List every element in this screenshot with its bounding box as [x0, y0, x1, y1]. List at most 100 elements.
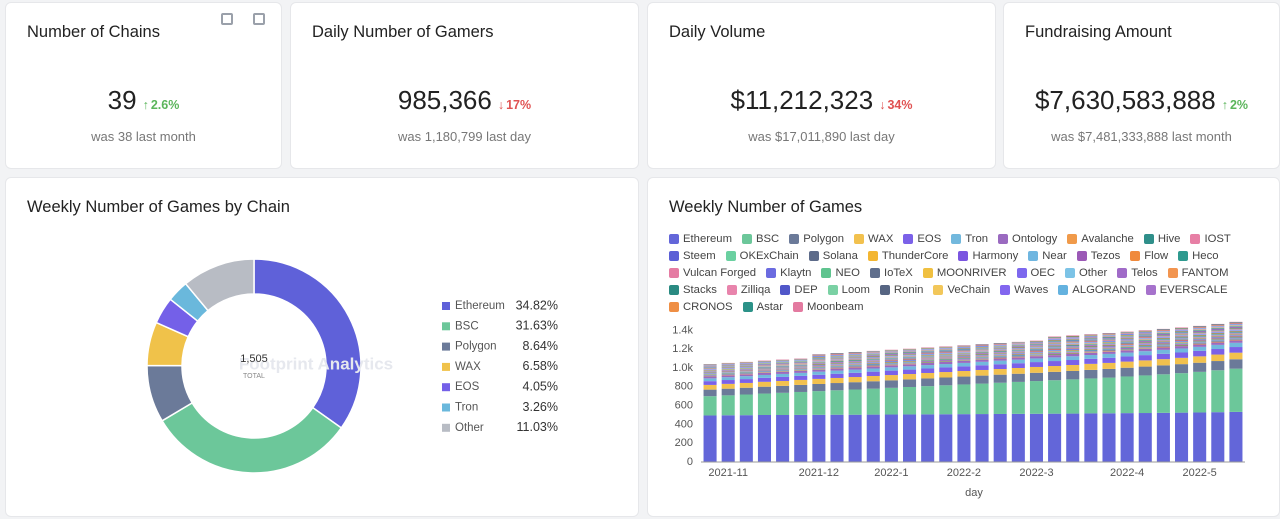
- bar-segment: [1211, 329, 1225, 331]
- bar-segment: [757, 372, 771, 375]
- legend-item: Ronin: [879, 284, 923, 296]
- bar-segment: [721, 388, 735, 396]
- bar-segment: [921, 414, 935, 462]
- bar-segment: [1175, 329, 1189, 331]
- kpi-change: 17%: [498, 98, 531, 112]
- y-tick-label: 800: [675, 381, 693, 393]
- bar-segment: [1084, 339, 1098, 341]
- bar-segment: [1138, 335, 1152, 337]
- legend-item: Loom: [827, 284, 870, 296]
- legend-item: OEC: [1016, 267, 1055, 279]
- bar-segment: [1138, 343, 1152, 345]
- bar-segment: [1102, 357, 1116, 363]
- bar-segment: [1084, 363, 1098, 370]
- bar-segment: [1029, 372, 1043, 382]
- legend-swatch: [669, 234, 679, 244]
- bar-segment: [1211, 326, 1225, 328]
- legend-item: CRONOS: [669, 301, 733, 313]
- bar-segment: [1193, 333, 1207, 334]
- bar-segment: [1102, 351, 1116, 354]
- legend-label: VeChain: [947, 284, 991, 296]
- bar-segment: [1211, 338, 1225, 339]
- kpi-value-row: $7,630,583,888 2%: [1004, 85, 1279, 116]
- bar-segment: [1156, 332, 1170, 334]
- bar-segment: [1066, 413, 1080, 462]
- bar-segment: [903, 386, 917, 415]
- bar-segment: [939, 385, 953, 415]
- bar-segment: [776, 371, 790, 374]
- icon[interactable]: [253, 13, 265, 25]
- bar-segment: [1102, 334, 1116, 336]
- bar-segment: [1102, 340, 1116, 341]
- legend-swatch: [867, 251, 878, 261]
- legend-item: Avalanche: [1067, 233, 1134, 245]
- bar-segment: [1211, 370, 1225, 413]
- bar-segment: [1229, 340, 1243, 343]
- bar-segment: [1211, 334, 1225, 336]
- bar-segment: [1084, 413, 1098, 462]
- bar-segment: [1229, 327, 1243, 329]
- legend-label: IoTeX: [883, 267, 913, 279]
- bar-segment: [1211, 327, 1225, 328]
- legend-swatch: [442, 403, 450, 412]
- bar-segment: [1138, 333, 1152, 334]
- legend-label: CRONOS: [683, 301, 733, 313]
- bar-segment: [1211, 340, 1225, 341]
- bar-segment: [1138, 330, 1152, 331]
- kpi-note: was 1,180,799 last day: [398, 129, 531, 144]
- bar-segment: [1229, 335, 1243, 336]
- bar-segment: [1229, 321, 1243, 323]
- bar-segment: [1138, 334, 1152, 335]
- bar-segment: [1193, 343, 1207, 344]
- bar-segment: [1138, 344, 1152, 345]
- bar-segment: [1229, 334, 1243, 335]
- bar-segment: [848, 382, 862, 390]
- legend-label: Ethereum: [455, 300, 505, 312]
- legend-label: Waves: [1014, 284, 1049, 296]
- bar-segment: [1066, 343, 1080, 344]
- bar-segment: [1229, 325, 1243, 327]
- bar-segment: [1156, 359, 1170, 366]
- bar-segment: [1229, 339, 1243, 341]
- legend-label: IOST: [1204, 233, 1231, 245]
- legend-swatch: [669, 285, 679, 295]
- bar-segment: [1193, 331, 1207, 333]
- bar-segment: [1175, 338, 1189, 339]
- bar-segment: [1175, 373, 1189, 413]
- kpi-card: Daily Number of Gamers 985,366 17% was 1,18…: [290, 2, 639, 169]
- bar-segment: [1156, 335, 1170, 337]
- bar-segment: [1193, 341, 1207, 342]
- legend-item: DEP: [780, 284, 818, 296]
- bar-segment: [1084, 342, 1098, 343]
- bar-segment: [1066, 370, 1080, 380]
- legend-swatch: [922, 268, 933, 278]
- bar-segment: [1229, 332, 1243, 334]
- kpi-title: Fundraising Amount: [1025, 23, 1172, 41]
- bar-segment: [1175, 339, 1189, 340]
- bar-segment: [1120, 342, 1134, 344]
- legend-label: Other: [1079, 267, 1108, 279]
- bar-segment: [1138, 334, 1152, 336]
- bar-segment: [721, 395, 735, 416]
- bar-segment: [1048, 355, 1062, 358]
- bar-segment: [1229, 322, 1243, 323]
- bar-segment: [1138, 347, 1152, 348]
- y-tick-label: 1.2k: [672, 343, 693, 355]
- bar-segment: [1102, 348, 1116, 349]
- icon[interactable]: [221, 13, 233, 25]
- legend-swatch: [1143, 234, 1154, 244]
- legend-item: Tezos: [1076, 250, 1120, 262]
- bar-segment: [1138, 344, 1152, 346]
- bar-segment: [776, 376, 790, 381]
- kpi-note: was $7,481,333,888 last month: [1051, 129, 1232, 144]
- bar-segment: [1084, 343, 1098, 344]
- bar-segment: [939, 367, 953, 373]
- legend-swatch: [766, 268, 777, 278]
- bar-segment: [1211, 324, 1225, 326]
- bar-segment: [1084, 337, 1098, 339]
- bar-segment: [1084, 350, 1098, 352]
- bar-segment: [1156, 333, 1170, 334]
- bar-segment: [1175, 352, 1189, 358]
- bar-segment: [1175, 337, 1189, 339]
